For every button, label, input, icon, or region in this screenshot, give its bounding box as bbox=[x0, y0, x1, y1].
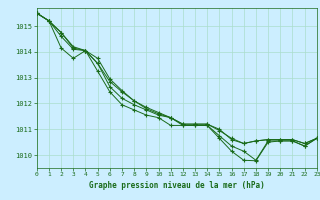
X-axis label: Graphe pression niveau de la mer (hPa): Graphe pression niveau de la mer (hPa) bbox=[89, 181, 265, 190]
